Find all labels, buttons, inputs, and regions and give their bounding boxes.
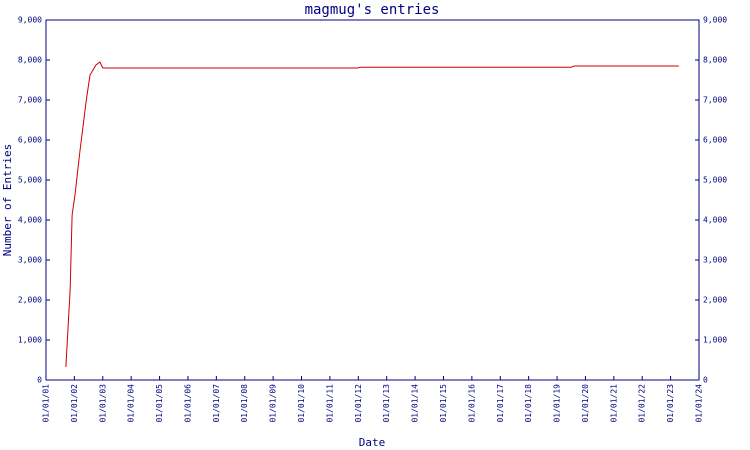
x-tick-label: 01/01/11 [325, 384, 334, 423]
x-tick-label: 01/01/24 [695, 384, 704, 423]
x-tick-label: 01/01/13 [382, 384, 391, 423]
y2-tick-label: 3,000 [703, 256, 727, 265]
y-tick-label: 4,000 [18, 216, 42, 225]
y2-tick-label: 6,000 [703, 136, 727, 145]
x-tick-label: 01/01/21 [609, 384, 618, 423]
x-tick-label: 01/01/17 [496, 384, 505, 423]
y-tick-label: 5,000 [18, 176, 42, 185]
x-tick-label: 01/01/19 [553, 384, 562, 423]
y-tick-label: 7,000 [18, 96, 42, 105]
y2-tick-label: 4,000 [703, 216, 727, 225]
data-line [65, 61, 679, 368]
x-tick-label: 01/01/16 [467, 384, 476, 423]
x-tick-label: 01/01/22 [638, 384, 647, 423]
chart-title: magmug's entries [305, 2, 440, 18]
x-tick-label: 01/01/04 [127, 384, 136, 423]
x-tick-label: 01/01/10 [297, 384, 306, 423]
y-axis-title: Number of Entries [1, 144, 14, 257]
x-tick-label: 01/01/02 [70, 384, 79, 423]
y2-tick-label: 7,000 [703, 96, 727, 105]
x-tick-label: 01/01/14 [411, 384, 420, 423]
x-tick-label: 01/01/07 [212, 384, 221, 423]
y-tick-label: 3,000 [18, 256, 42, 265]
y-tick-label: 0 [37, 376, 42, 385]
x-tick-label: 01/01/06 [183, 384, 192, 423]
x-tick-label: 01/01/09 [269, 384, 278, 423]
y-tick-label: 8,000 [18, 56, 42, 65]
x-tick-label: 01/01/12 [354, 384, 363, 423]
x-tick-label: 01/01/08 [240, 384, 249, 423]
y-tick-label: 6,000 [18, 136, 42, 145]
y2-tick-label: 5,000 [703, 176, 727, 185]
x-tick-label: 01/01/01 [42, 384, 51, 423]
x-tick-label: 01/01/05 [155, 384, 164, 423]
y-tick-label: 1,000 [18, 336, 42, 345]
y2-tick-label: 2,000 [703, 296, 727, 305]
y2-tick-label: 9,000 [703, 16, 727, 25]
y-tick-label: 9,000 [18, 16, 42, 25]
y-tick-label: 2,000 [18, 296, 42, 305]
x-tick-label: 01/01/03 [98, 384, 107, 423]
y2-tick-label: 1,000 [703, 336, 727, 345]
plot-frame [45, 19, 700, 381]
x-axis-title: Date [359, 436, 386, 449]
x-tick-label: 01/01/15 [439, 384, 448, 423]
y2-tick-label: 0 [703, 376, 708, 385]
x-tick-label: 01/01/20 [581, 384, 590, 423]
x-tick-label: 01/01/23 [666, 384, 675, 423]
x-tick-label: 01/01/18 [524, 384, 533, 423]
y2-tick-label: 8,000 [703, 56, 727, 65]
